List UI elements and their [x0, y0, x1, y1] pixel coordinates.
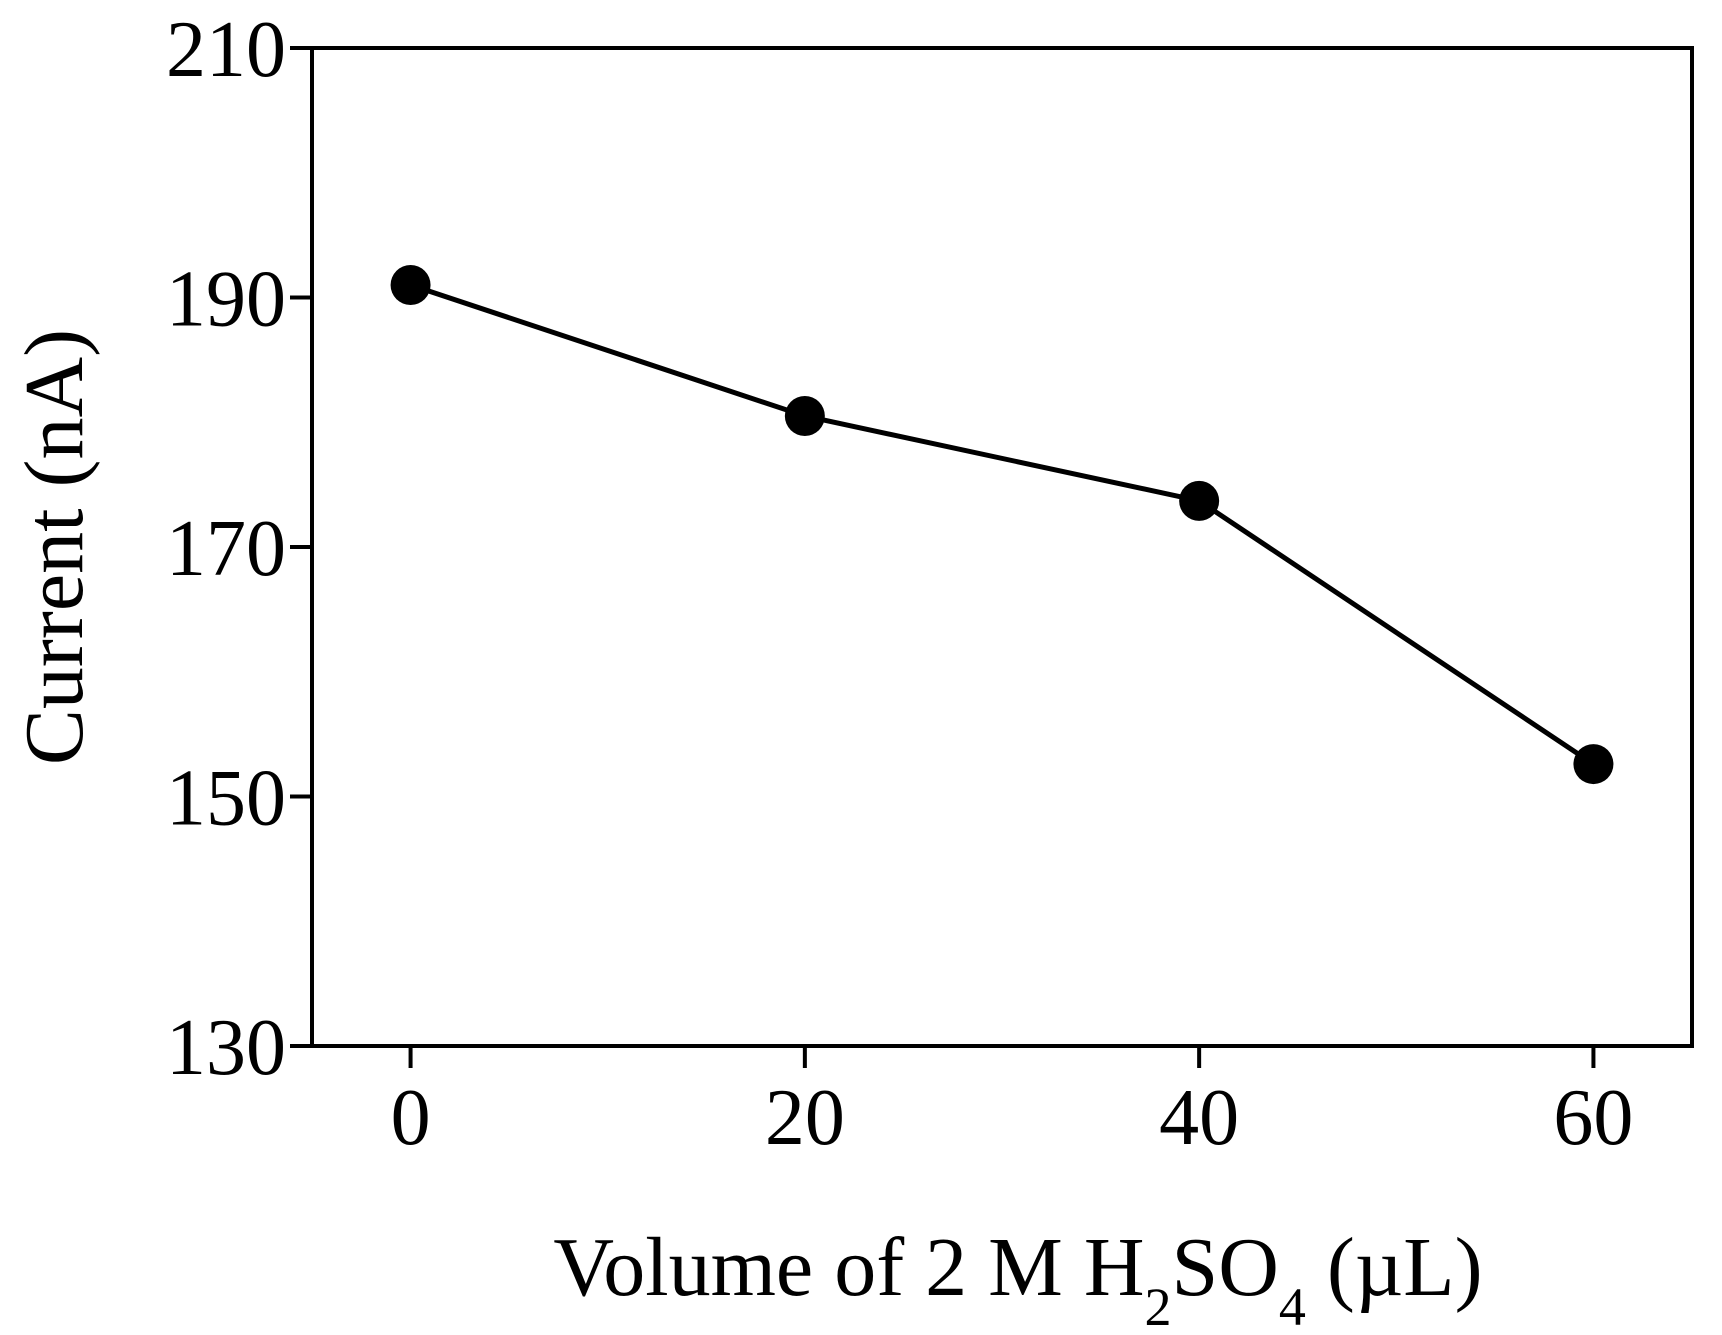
y-tick-label: 170 [166, 505, 286, 593]
x-tick-label: 60 [1553, 1074, 1633, 1162]
data-point [390, 265, 431, 306]
y-tick-label: 210 [166, 6, 286, 94]
plot-frame [310, 46, 1694, 1048]
y-axis: 130 150 170 190 210 [166, 6, 312, 1092]
x-axis: 0 20 40 60 [391, 1046, 1633, 1162]
y-tick-label: 190 [166, 256, 286, 344]
y-tick-label: 130 [166, 1004, 286, 1092]
x-tick-label: 40 [1159, 1074, 1239, 1162]
y-axis-title: Current (nA) [8, 329, 101, 765]
y-tick-label: 150 [166, 755, 286, 843]
data-point [1179, 480, 1220, 521]
x-tick-label: 20 [765, 1074, 845, 1162]
data-point [784, 396, 825, 437]
series-line [409, 282, 1595, 767]
x-tick-label: 0 [391, 1074, 431, 1162]
series-layer [390, 265, 1614, 785]
data-point [1573, 744, 1614, 785]
x-axis-title: Volume of 2 M H2SO4 (µL) [553, 1221, 1482, 1335]
